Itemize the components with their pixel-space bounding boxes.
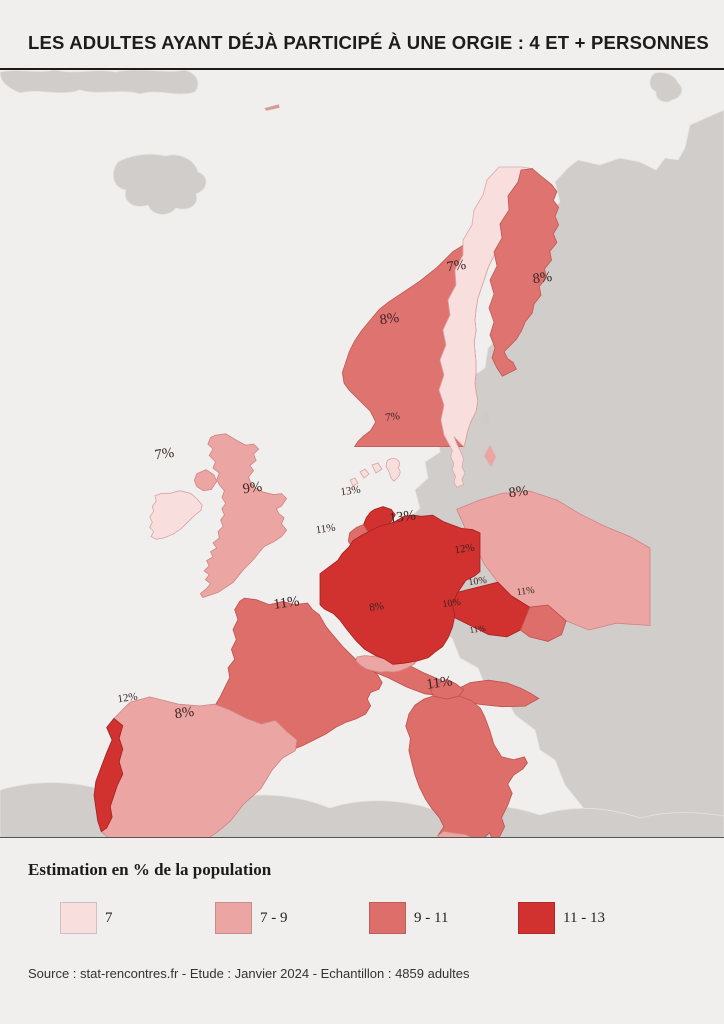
- svg-text:7%: 7%: [446, 257, 467, 276]
- svg-text:8%: 8%: [368, 600, 384, 614]
- svg-text:8%: 8%: [532, 269, 553, 288]
- svg-text:7%: 7%: [384, 410, 400, 424]
- svg-text:9%: 9%: [242, 479, 263, 498]
- svg-text:7%: 7%: [154, 445, 175, 464]
- svg-text:8%: 8%: [174, 704, 195, 723]
- svg-text:8%: 8%: [379, 310, 400, 329]
- svg-text:8%: 8%: [508, 483, 529, 502]
